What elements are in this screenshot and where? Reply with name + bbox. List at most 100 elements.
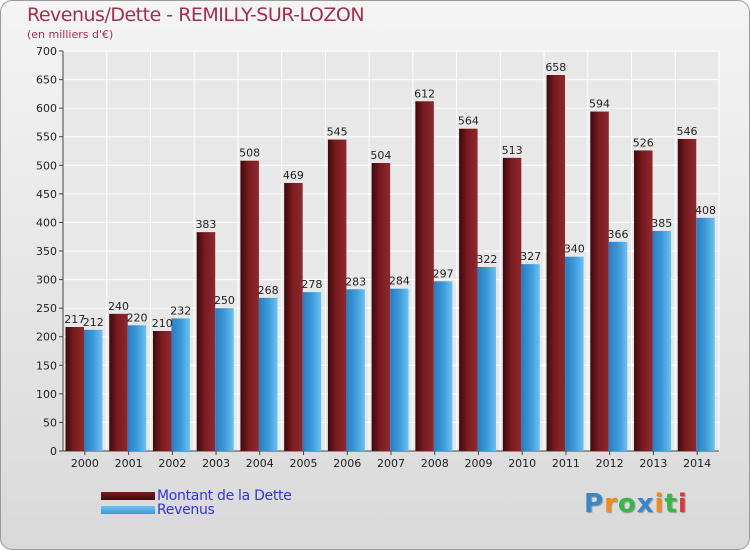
value-label-revenus: 322 bbox=[476, 253, 497, 266]
value-label-revenus: 283 bbox=[345, 275, 366, 288]
y-tick-label: 600 bbox=[36, 102, 57, 115]
value-label-revenus: 220 bbox=[126, 311, 147, 324]
x-tick-label: 2008 bbox=[421, 457, 449, 470]
bar-revenus bbox=[84, 329, 103, 451]
logo-letter: i bbox=[654, 489, 665, 519]
y-tick-label: 250 bbox=[36, 302, 57, 315]
bar-revenus bbox=[171, 318, 190, 451]
bar-revenus bbox=[608, 241, 628, 451]
bar-revenus bbox=[127, 325, 147, 451]
y-tick-label: 550 bbox=[36, 131, 57, 144]
value-label-dette: 504 bbox=[370, 149, 391, 162]
proxiti-logo: Proxiti bbox=[584, 489, 688, 519]
value-label-dette: 612 bbox=[414, 87, 435, 100]
bar-revenus bbox=[477, 267, 497, 451]
y-tick-label: 300 bbox=[36, 274, 57, 287]
value-label-revenus: 385 bbox=[651, 217, 672, 230]
y-tick-label: 650 bbox=[36, 74, 57, 87]
y-tick-label: 700 bbox=[36, 45, 57, 58]
y-tick-label: 50 bbox=[43, 416, 57, 429]
value-label-revenus: 268 bbox=[258, 284, 279, 297]
x-tick-label: 2005 bbox=[290, 457, 318, 470]
y-tick-label: 100 bbox=[36, 388, 57, 401]
y-tick-label: 0 bbox=[50, 445, 57, 458]
bar-dette bbox=[546, 75, 566, 451]
value-label-revenus: 327 bbox=[520, 250, 541, 263]
chart-subtitle: (en milliers d'€) bbox=[27, 28, 114, 41]
y-tick-label: 450 bbox=[36, 188, 57, 201]
bar-dette bbox=[196, 232, 216, 451]
bar-dette bbox=[590, 111, 609, 452]
bar-revenus bbox=[652, 231, 672, 451]
bar-dette bbox=[371, 163, 391, 451]
x-tick-label: 2006 bbox=[333, 457, 361, 470]
value-label-revenus: 284 bbox=[389, 275, 410, 288]
value-label-dette: 508 bbox=[239, 147, 260, 160]
legend-swatch-revenus bbox=[101, 506, 155, 514]
bar-dette bbox=[327, 139, 347, 452]
x-tick-label: 2007 bbox=[377, 457, 405, 470]
bar-revenus bbox=[346, 289, 365, 451]
bar-revenus bbox=[565, 256, 584, 451]
bar-dette bbox=[240, 160, 259, 451]
x-tick-label: 2000 bbox=[71, 457, 99, 470]
x-tick-label: 2014 bbox=[683, 457, 711, 470]
value-label-dette: 383 bbox=[195, 218, 216, 231]
value-label-dette: 513 bbox=[502, 144, 523, 157]
value-label-dette: 526 bbox=[633, 136, 654, 149]
y-tick-label: 200 bbox=[36, 331, 57, 344]
legend-swatch-dette bbox=[101, 492, 155, 500]
x-tick-label: 2004 bbox=[246, 457, 274, 470]
x-tick-label: 2009 bbox=[464, 457, 492, 470]
x-tick-label: 2011 bbox=[552, 457, 580, 470]
legend-label-dette: Montant de la Dette bbox=[157, 488, 292, 504]
bar-dette bbox=[152, 331, 172, 451]
y-tick-label: 400 bbox=[36, 216, 57, 229]
logo-letter: x bbox=[636, 489, 655, 519]
bar-revenus bbox=[258, 297, 278, 451]
value-label-revenus: 212 bbox=[83, 316, 104, 329]
y-tick-label: 350 bbox=[36, 245, 57, 258]
bar-revenus bbox=[302, 292, 322, 451]
value-label-revenus: 278 bbox=[301, 278, 322, 291]
logo-letter: t bbox=[664, 489, 678, 519]
value-label-dette: 658 bbox=[545, 61, 566, 74]
value-label-dette: 546 bbox=[677, 125, 698, 138]
bar-dette bbox=[65, 327, 84, 451]
bar-dette bbox=[502, 157, 522, 451]
chart-title: Revenus/Dette - REMILLY-SUR-LOZON bbox=[27, 4, 365, 26]
bar-dette bbox=[415, 101, 434, 452]
x-tick-label: 2003 bbox=[202, 457, 230, 470]
bar-dette bbox=[109, 313, 128, 451]
y-tick-label: 500 bbox=[36, 159, 57, 172]
bar-revenus bbox=[390, 288, 409, 451]
bar-revenus bbox=[433, 281, 453, 451]
bar-dette bbox=[677, 139, 697, 451]
value-label-revenus: 250 bbox=[214, 294, 235, 307]
logo-letter: o bbox=[617, 489, 637, 519]
bar-dette bbox=[459, 128, 478, 451]
value-label-revenus: 366 bbox=[608, 228, 629, 241]
value-label-dette: 564 bbox=[458, 115, 479, 128]
value-label-revenus: 340 bbox=[564, 243, 585, 256]
x-tick-label: 2010 bbox=[508, 457, 536, 470]
bar-revenus bbox=[696, 217, 715, 451]
bar-revenus bbox=[521, 264, 540, 451]
bar-dette bbox=[284, 183, 303, 451]
value-label-dette: 594 bbox=[589, 98, 610, 111]
value-label-dette: 545 bbox=[327, 126, 348, 139]
legend-label-revenus: Revenus bbox=[157, 502, 215, 518]
bar-revenus bbox=[215, 308, 234, 451]
x-tick-label: 2001 bbox=[115, 457, 143, 470]
value-label-dette: 240 bbox=[108, 300, 129, 313]
logo-letter: P bbox=[584, 489, 605, 519]
logo-letter: i bbox=[677, 489, 688, 519]
value-label-dette: 469 bbox=[283, 169, 304, 182]
x-tick-label: 2002 bbox=[158, 457, 186, 470]
value-label-revenus: 232 bbox=[170, 304, 191, 317]
value-label-revenus: 408 bbox=[695, 204, 716, 217]
value-label-revenus: 297 bbox=[433, 267, 454, 280]
value-label-dette: 217 bbox=[64, 313, 85, 326]
bar-dette bbox=[634, 150, 653, 451]
